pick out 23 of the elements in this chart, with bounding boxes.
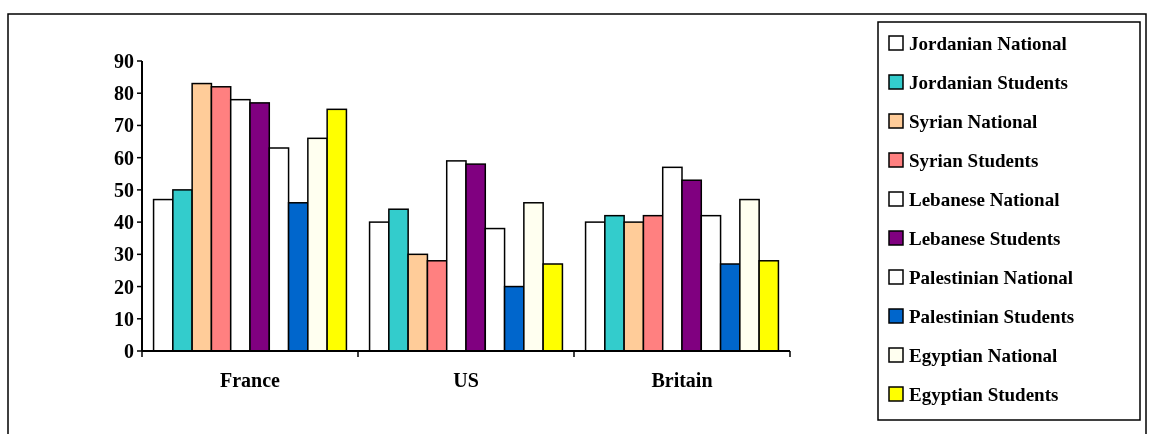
y-tick-label: 70 bbox=[114, 114, 134, 137]
legend-label: Egyptian National bbox=[909, 344, 1058, 366]
legend-label: Lebanese Students bbox=[909, 227, 1061, 249]
x-tick-label: US bbox=[453, 369, 479, 391]
y-tick-label: 0 bbox=[124, 340, 134, 362]
y-tick-label: 40 bbox=[114, 211, 134, 234]
x-tick-label: France bbox=[220, 369, 281, 391]
legend-label: Lebanese National bbox=[909, 188, 1060, 210]
legend-label: Jordanian Students bbox=[909, 71, 1068, 93]
legend-label: Syrian National bbox=[909, 110, 1038, 132]
legend-label: Palestinian Students bbox=[909, 305, 1075, 327]
legend-label: Palestinian National bbox=[909, 266, 1074, 288]
y-tick-label: 60 bbox=[114, 146, 134, 169]
y-tick-label: 50 bbox=[114, 178, 134, 201]
y-tick-label: 30 bbox=[114, 243, 134, 266]
y-tick-label: 20 bbox=[114, 275, 134, 298]
legend-label: Egyptian Students bbox=[909, 383, 1059, 405]
legend-label: Jordanian National bbox=[909, 32, 1067, 54]
y-tick-label: 10 bbox=[114, 307, 134, 330]
x-tick-label: Britain bbox=[651, 369, 713, 391]
y-tick-label: 80 bbox=[114, 82, 134, 105]
y-tick-label: 90 bbox=[114, 50, 134, 72]
legend-label: Syrian Students bbox=[909, 149, 1039, 171]
